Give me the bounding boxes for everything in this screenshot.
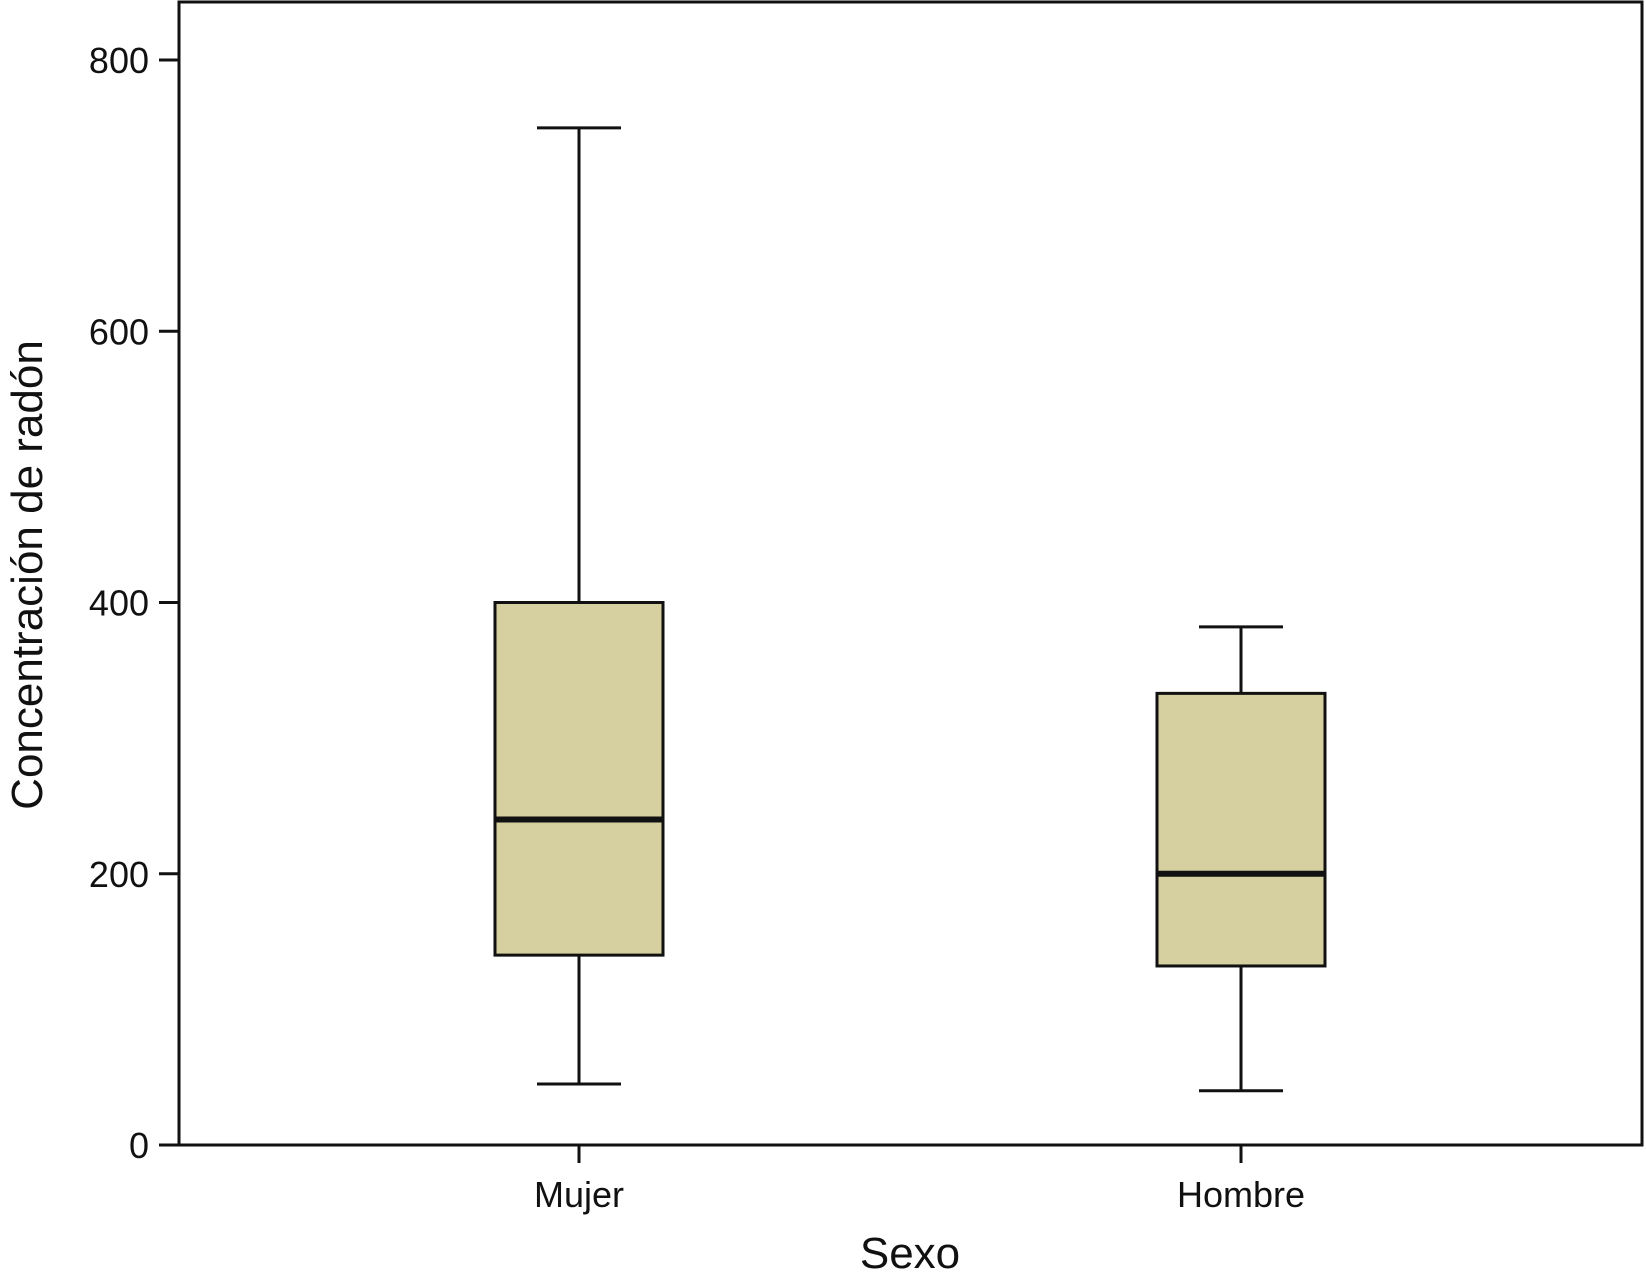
- y-tick-label: 0: [129, 1125, 149, 1166]
- y-tick-label: 200: [89, 854, 149, 895]
- y-tick-label: 600: [89, 311, 149, 352]
- iqr-box: [493, 601, 665, 957]
- iqr-box: [1155, 691, 1327, 968]
- y-tick-label: 400: [89, 583, 149, 624]
- x-tick-label: Hombre: [1177, 1174, 1305, 1215]
- box-series: [493, 126, 1327, 1093]
- y-tick-label: 800: [89, 40, 149, 81]
- x-axis-ticks: Mujer Hombre: [534, 1145, 1305, 1215]
- box-mujer: [493, 126, 665, 1086]
- x-axis-title: Sexo: [860, 1229, 960, 1278]
- y-axis-ticks: 0 200 400 600 800: [89, 40, 179, 1166]
- plot-frame: [177, 0, 1644, 1147]
- box-hombre: [1155, 625, 1327, 1093]
- x-tick-label: Mujer: [534, 1174, 624, 1215]
- y-axis-title: Concentración de radón: [3, 340, 52, 810]
